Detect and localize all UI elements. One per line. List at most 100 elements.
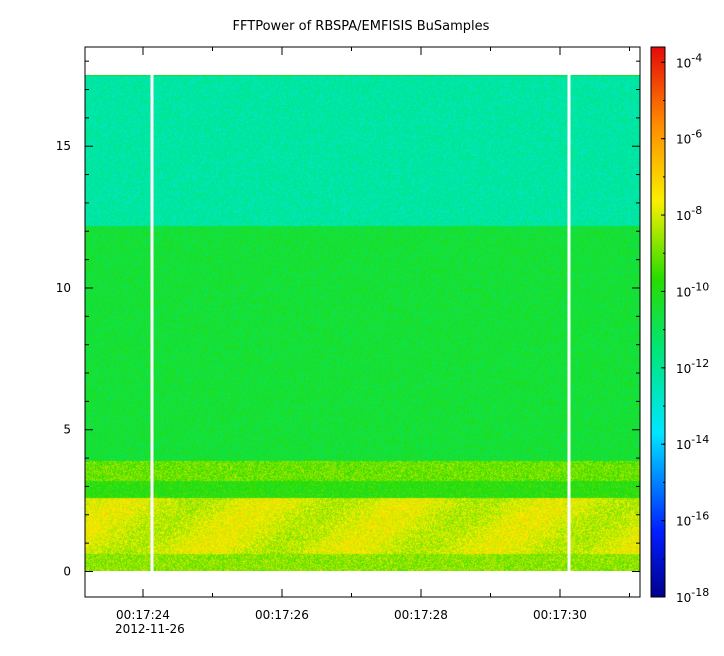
colorbar-strip: [651, 185, 665, 187]
colorbar-strip: [651, 313, 665, 315]
colorbar-strip: [651, 323, 665, 325]
colorbar-strip: [651, 121, 665, 123]
colorbar-strip: [651, 213, 665, 215]
colorbar-strip: [651, 308, 665, 310]
colorbar-strip: [651, 251, 665, 253]
colorbar-strip: [651, 410, 665, 412]
colorbar-strip: [651, 168, 665, 170]
colorbar-strip: [651, 210, 665, 212]
colorbar-strip: [651, 351, 665, 353]
colorbar-strip: [651, 299, 665, 301]
colorbar-strip: [651, 215, 665, 217]
colorbar-strip: [651, 288, 665, 290]
colorbar-strip: [651, 146, 665, 148]
x-tick-label: 00:17:28: [394, 608, 448, 622]
colorbar-strip: [651, 446, 665, 448]
colorbar-strip: [651, 480, 665, 482]
colorbar-strip: [651, 69, 665, 71]
colorbar-strip: [651, 497, 665, 499]
colorbar-strip: [651, 188, 665, 190]
colorbar-strip: [651, 537, 665, 539]
colorbar-strip: [651, 337, 665, 339]
colorbar-strip: [651, 142, 665, 144]
colorbar-strip: [651, 591, 665, 593]
colorbar-strip: [651, 162, 665, 164]
colorbar-strip: [651, 527, 665, 529]
colorbar-strip: [651, 99, 665, 101]
colorbar-strip: [651, 338, 665, 340]
colorbar-strip: [651, 276, 665, 278]
colorbar-strip: [651, 541, 665, 543]
colorbar-strip: [651, 244, 665, 246]
colorbar-strip: [651, 52, 665, 54]
colorbar-strip: [651, 235, 665, 237]
colorbar-strip: [651, 143, 665, 145]
colorbar-strip: [651, 590, 665, 592]
colorbar-strip: [651, 520, 665, 522]
colorbar-strip: [651, 440, 665, 442]
colorbar-strip: [651, 77, 665, 79]
y-tick-label: 10: [56, 281, 71, 295]
colorbar-strip: [651, 292, 665, 294]
colorbar-strip: [651, 228, 665, 230]
colorbar-strip: [651, 383, 665, 385]
colorbar-strip: [651, 252, 665, 254]
colorbar-strip: [651, 55, 665, 57]
colorbar-strip: [651, 366, 665, 368]
colorbar-strip: [651, 460, 665, 462]
colorbar-strip: [651, 361, 665, 363]
colorbar-strip: [651, 100, 665, 102]
colorbar-strip: [651, 256, 665, 258]
colorbar-strip: [651, 70, 665, 72]
colorbar-strip: [651, 581, 665, 583]
colorbar-strip: [651, 321, 665, 323]
colorbar-strip: [651, 563, 665, 565]
colorbar-strip: [651, 310, 665, 312]
colorbar-tick-label: 10-18: [676, 586, 709, 605]
colorbar-strip: [651, 211, 665, 213]
colorbar-strip: [651, 500, 665, 502]
colorbar-strip: [651, 517, 665, 519]
colorbar-strip: [651, 154, 665, 156]
colorbar-strip: [651, 275, 665, 277]
colorbar-strip: [651, 423, 665, 425]
colorbar-strip: [651, 327, 665, 329]
colorbar-strip: [651, 286, 665, 288]
colorbar-strip: [651, 488, 665, 490]
colorbar-strip: [651, 589, 665, 591]
colorbar-strip: [651, 354, 665, 356]
colorbar-strip: [651, 81, 665, 83]
colorbar-strip: [651, 285, 665, 287]
colorbar-strip: [651, 505, 665, 507]
colorbar-strip: [651, 502, 665, 504]
colorbar-strip: [651, 166, 665, 168]
colorbar-strip: [651, 63, 665, 65]
colorbar-strip: [651, 220, 665, 222]
colorbar-strip: [651, 243, 665, 245]
plot-frame: [84, 46, 641, 598]
colorbar-strip: [651, 442, 665, 444]
colorbar-strip: [651, 161, 665, 163]
colorbar-strip: [651, 592, 665, 594]
colorbar-strip: [651, 346, 665, 348]
colorbar-strip: [651, 583, 665, 585]
colorbar-strip: [651, 386, 665, 388]
colorbar-strip: [651, 306, 665, 308]
colorbar-strip: [651, 392, 665, 394]
colorbar-strip: [651, 443, 665, 445]
colorbar-tick-label: 10-10: [676, 280, 709, 299]
colorbar-strip: [651, 65, 665, 67]
colorbar-strip: [651, 245, 665, 247]
colorbar-strip: [651, 51, 665, 53]
colorbar-strip: [651, 567, 665, 569]
colorbar-strip: [651, 195, 665, 197]
colorbar-strip: [651, 159, 665, 161]
colorbar-strip: [651, 229, 665, 231]
colorbar-strip: [651, 535, 665, 537]
colorbar-strip: [651, 178, 665, 180]
colorbar-strip: [651, 290, 665, 292]
colorbar-strip: [651, 217, 665, 219]
spectrogram-image: [85, 75, 640, 571]
colorbar-strip: [651, 416, 665, 418]
colorbar-strip: [651, 463, 665, 465]
